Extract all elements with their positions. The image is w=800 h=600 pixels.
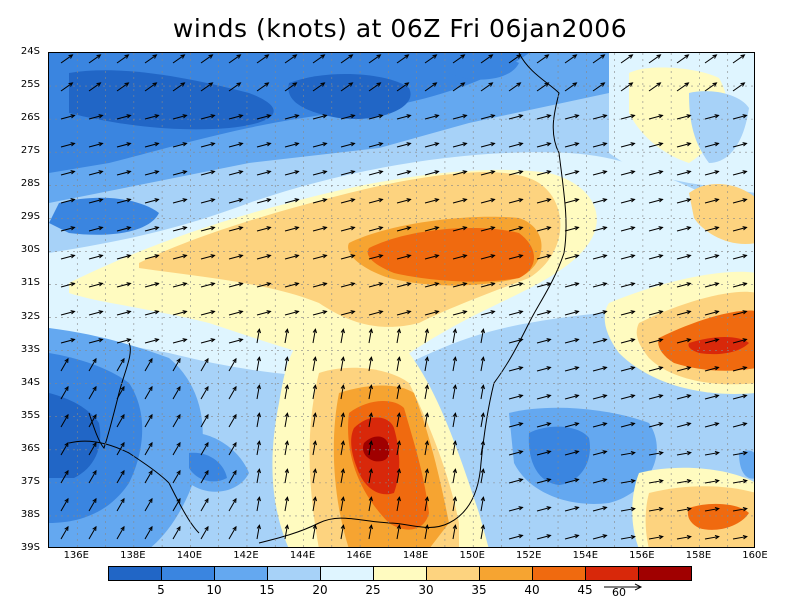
colorbar-label: 15 <box>259 583 275 597</box>
colorbar-swatch <box>214 566 268 581</box>
latitude-label: 24S <box>20 46 40 57</box>
colorbar-label: 40 <box>524 583 540 597</box>
colorbar-swatch <box>161 566 215 581</box>
latitude-label: 37S <box>20 475 40 487</box>
reference-vector-arrow <box>604 583 643 591</box>
grid-lines <box>49 53 754 547</box>
latitude-label: 26S <box>20 112 40 124</box>
colorbar-label: 35 <box>471 583 487 597</box>
longitude-label: 160E <box>742 550 768 561</box>
colorbar-swatch <box>373 566 427 581</box>
latitude-label: 38S <box>20 508 40 520</box>
latitude-label: 34S <box>20 376 40 388</box>
colorbar-label: 45 <box>577 583 593 597</box>
longitude-label: 146E <box>346 550 372 561</box>
longitude-label: 140E <box>176 550 203 561</box>
colorbar-swatch <box>638 566 692 581</box>
latitude-label: 36S <box>20 442 40 454</box>
colorbar-swatch <box>426 566 480 581</box>
map-title: winds (knots) at 06Z Fri 06jan2006 <box>172 14 628 43</box>
latitude-label: 25S <box>20 79 40 91</box>
wind-speed-field <box>49 53 754 547</box>
latitude-label: 33S <box>20 343 40 355</box>
longitude-label: 136E <box>63 550 89 561</box>
longitude-label: 142E <box>233 550 259 561</box>
latitude-label: 29S <box>20 211 40 223</box>
latitude-label: 32S <box>20 310 40 322</box>
reference-vector-label: 60 <box>612 586 626 599</box>
colorbar-label: 5 <box>157 583 165 597</box>
colorbar-label: 30 <box>418 583 434 597</box>
longitude-label: 150E <box>459 550 485 561</box>
longitude-label: 154E <box>572 550 599 561</box>
latitude-label: 27S <box>20 145 40 157</box>
wind-vectors <box>60 54 748 540</box>
longitude-label: 144E <box>289 550 316 561</box>
colorbar-swatch <box>532 566 586 581</box>
latitude-label: 31S <box>20 277 40 289</box>
colorbar-label: 10 <box>206 583 222 597</box>
latitude-label: 28S <box>20 178 40 190</box>
longitude-label: 138E <box>120 550 146 561</box>
colorbar-swatch <box>320 566 374 581</box>
colorbar-label: 20 <box>312 583 328 597</box>
wind-map-plot <box>48 52 755 548</box>
colorbar-swatch <box>108 566 162 581</box>
longitude-label: 158E <box>685 550 712 561</box>
latitude-label: 30S <box>20 244 40 256</box>
colorbar-swatch <box>267 566 321 581</box>
longitude-label: 148E <box>402 550 429 561</box>
colorbar-label: 25 <box>365 583 381 597</box>
colorbar-swatch <box>585 566 639 581</box>
latitude-label: 39S <box>20 542 40 553</box>
colorbar-swatch <box>479 566 533 581</box>
longitude-label: 156E <box>629 550 655 561</box>
latitude-label: 35S <box>20 409 40 421</box>
longitude-label: 152E <box>516 550 542 561</box>
